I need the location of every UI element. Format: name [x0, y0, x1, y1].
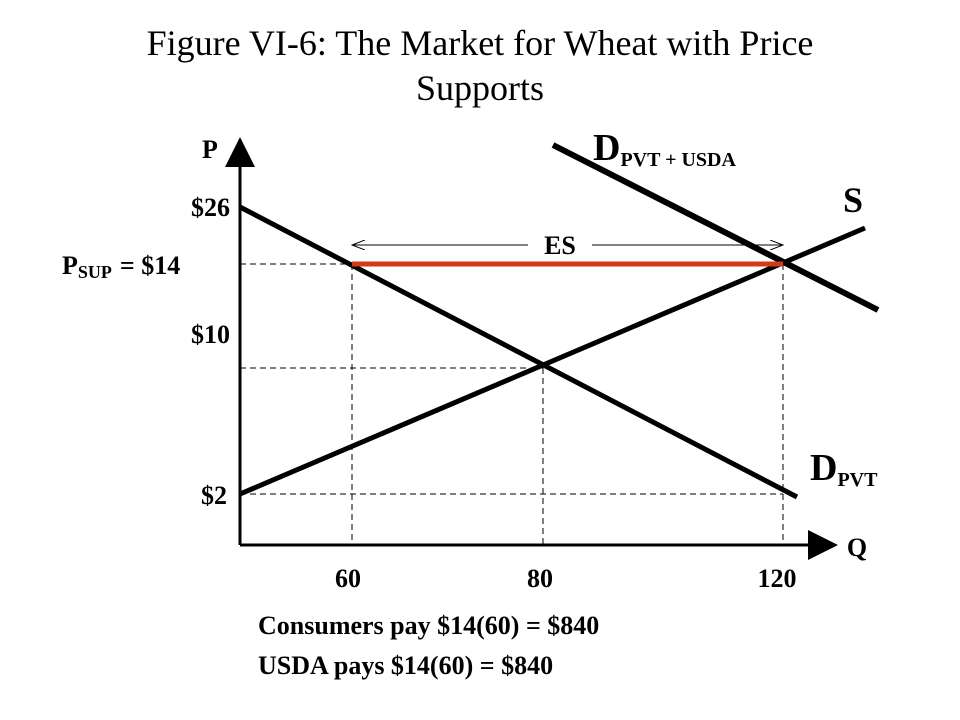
title-line: Figure VI-6: The Market for Wheat with P… — [147, 23, 814, 63]
label-sub: SUP — [78, 262, 112, 282]
label-sub: PVT + USDA — [620, 149, 736, 171]
price-label: $2 — [201, 481, 227, 510]
note: USDA pays $14(60) = $840 — [258, 651, 553, 680]
note: Consumers pay $14(60) = $840 — [258, 611, 599, 640]
curve-label: DPVT + USDA — [593, 127, 736, 171]
title-line: Supports — [416, 68, 544, 108]
curve-label: S — [843, 180, 863, 220]
price-label: $10 — [191, 320, 230, 349]
y-axis-label: P — [202, 135, 218, 164]
label-main: D — [810, 447, 837, 489]
demand-total — [551, 142, 880, 313]
quantity-label: 60 — [335, 564, 361, 593]
x-axis-label: Q — [847, 533, 867, 562]
label-main: D — [593, 127, 620, 169]
supply — [239, 225, 866, 497]
demand-private — [238, 204, 799, 500]
price-label: $26 — [191, 193, 230, 222]
curve-label: DPVT — [810, 447, 878, 491]
quantity-label: 80 — [527, 564, 553, 593]
es-label: ES — [544, 231, 576, 260]
quantity-label: 120 — [758, 564, 797, 593]
label-rest: = $14 — [120, 251, 180, 280]
label-main: P — [62, 251, 78, 280]
price-label: PSUP = $14 — [62, 251, 180, 282]
label-sub: PVT — [837, 469, 878, 491]
